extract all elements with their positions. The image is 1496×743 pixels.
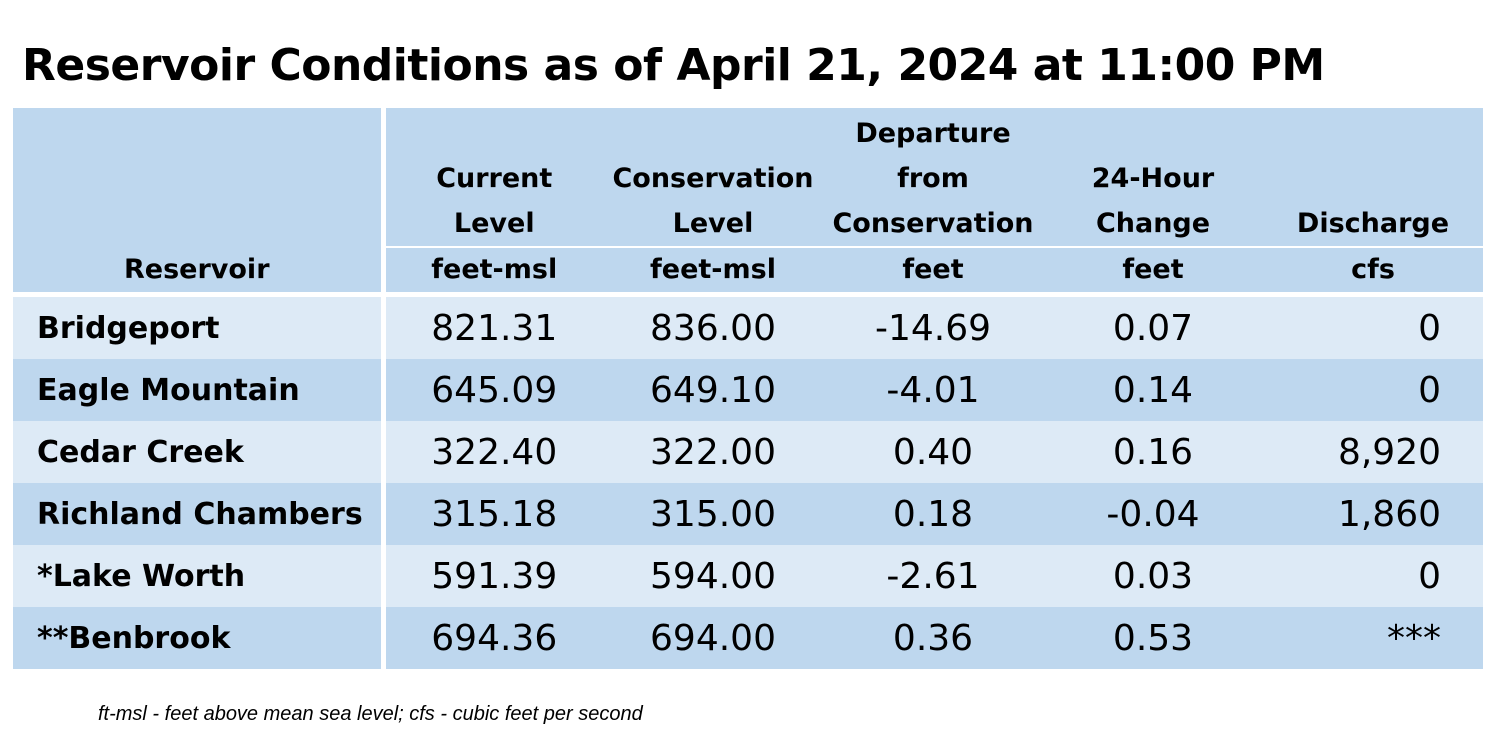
column-header-departure: Departure from Conservation — [823, 108, 1043, 247]
header-label-line: 24-Hour — [1091, 163, 1215, 194]
discharge-cell: 0 — [1263, 545, 1483, 607]
conservation-level-cell: 594.00 — [603, 545, 823, 607]
footnote: ft-msl - feet above mean sea level; cfs … — [98, 703, 643, 725]
header-label-line: Departure — [855, 118, 1011, 149]
current-level-cell: 645.09 — [383, 359, 603, 421]
conservation-level-cell: 694.00 — [603, 607, 823, 669]
current-level-cell: 322.40 — [383, 421, 603, 483]
reservoir-name: Eagle Mountain — [13, 359, 386, 421]
change-24h-cell: 0.16 — [1043, 421, 1263, 483]
conservation-level-cell: 322.00 — [603, 421, 823, 483]
header-label: Reservoir — [123, 254, 270, 285]
current-level-cell: 694.36 — [383, 607, 603, 669]
table-row: Eagle Mountain 645.09 649.10 -4.01 0.14 … — [13, 359, 1483, 421]
reservoir-name: **Benbrook — [13, 607, 386, 669]
table-row: Cedar Creek 322.40 322.00 0.40 0.16 8,92… — [13, 421, 1483, 483]
header-label-line: Current — [436, 163, 553, 194]
header-label-line: Change — [1095, 208, 1211, 239]
conservation-level-cell: 649.10 — [603, 359, 823, 421]
unit-24h-change: feet — [1043, 246, 1263, 292]
reservoir-name: Cedar Creek — [13, 421, 386, 483]
departure-cell: 0.36 — [823, 607, 1043, 669]
table-row: *Lake Worth 591.39 594.00 -2.61 0.03 0 — [13, 545, 1483, 607]
reservoir-table: Reservoir Current Level Conservation Lev… — [13, 108, 1483, 669]
conservation-level-cell: 836.00 — [603, 297, 823, 359]
header-label-line: Level — [453, 208, 535, 239]
header-label-line: Discharge — [1296, 208, 1450, 239]
column-header-discharge: Discharge — [1263, 108, 1483, 247]
change-24h-cell: -0.04 — [1043, 483, 1263, 545]
current-level-cell: 821.31 — [383, 297, 603, 359]
departure-cell: -14.69 — [823, 297, 1043, 359]
column-header-conservation-level: Conservation Level — [603, 108, 823, 247]
unit-current-level: feet-msl — [383, 246, 603, 292]
change-24h-cell: 0.03 — [1043, 545, 1263, 607]
table-row: Richland Chambers 315.18 315.00 0.18 -0.… — [13, 483, 1483, 545]
header-label-line: Level — [672, 208, 754, 239]
change-24h-cell: 0.53 — [1043, 607, 1263, 669]
discharge-cell: 1,860 — [1263, 483, 1483, 545]
units-row: feet-msl feet-msl feet feet cfs — [13, 246, 1483, 292]
reservoir-name: *Lake Worth — [13, 545, 386, 607]
column-header-current-level: Current Level — [383, 108, 603, 247]
header-label-line: Conservation — [832, 208, 1034, 239]
departure-cell: -4.01 — [823, 359, 1043, 421]
table-row: **Benbrook 694.36 694.00 0.36 0.53 *** — [13, 607, 1483, 669]
discharge-cell: 0 — [1263, 359, 1483, 421]
change-24h-cell: 0.14 — [1043, 359, 1263, 421]
column-header-reservoir: Reservoir — [13, 108, 386, 292]
discharge-cell: *** — [1263, 607, 1483, 669]
header-label-line: from — [897, 163, 969, 194]
table-row: Bridgeport 821.31 836.00 -14.69 0.07 0 — [13, 297, 1483, 359]
conservation-level-cell: 315.00 — [603, 483, 823, 545]
page-title: Reservoir Conditions as of April 21, 202… — [22, 40, 1325, 91]
header-row: Reservoir Current Level Conservation Lev… — [13, 108, 1483, 292]
current-level-cell: 591.39 — [383, 545, 603, 607]
reservoir-name: Richland Chambers — [13, 483, 386, 545]
departure-cell: -2.61 — [823, 545, 1043, 607]
change-24h-cell: 0.07 — [1043, 297, 1263, 359]
discharge-cell: 8,920 — [1263, 421, 1483, 483]
header-gap — [13, 292, 1483, 297]
unit-conservation-level: feet-msl — [603, 246, 823, 292]
header-label-line: Conservation — [612, 163, 814, 194]
current-level-cell: 315.18 — [383, 483, 603, 545]
departure-cell: 0.18 — [823, 483, 1043, 545]
column-header-24h-change: 24-Hour Change — [1043, 108, 1263, 247]
departure-cell: 0.40 — [823, 421, 1043, 483]
unit-departure: feet — [823, 246, 1043, 292]
unit-discharge: cfs — [1263, 246, 1483, 292]
discharge-cell: 0 — [1263, 297, 1483, 359]
reservoir-name: Bridgeport — [13, 297, 386, 359]
